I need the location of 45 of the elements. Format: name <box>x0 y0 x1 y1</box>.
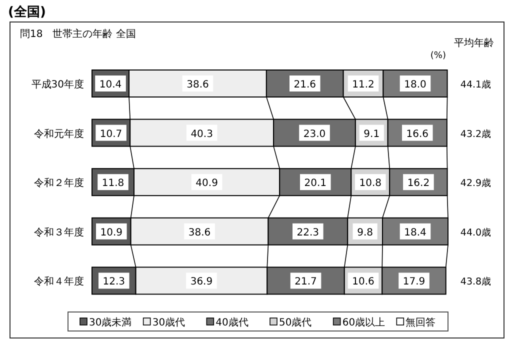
data-label: 21.6 <box>294 80 316 90</box>
y-tick-label: 令和３年度 <box>34 226 84 238</box>
data-label: 40.3 <box>190 128 213 140</box>
data-label: 11.2 <box>352 80 374 90</box>
data-label: 21.7 <box>294 276 317 288</box>
data-label: 40.9 <box>196 178 218 190</box>
legend-label: 無回答 <box>406 316 436 328</box>
text: 44.1歳 <box>460 78 492 90</box>
chart-subtitle: 問18 世帯主の年齢 全国 <box>20 28 136 40</box>
text: 43.8歳 <box>460 276 492 288</box>
legend-label: 30歳未満 <box>89 316 132 328</box>
text: 42.9歳 <box>460 177 492 190</box>
data-label: 12.3 <box>102 276 126 288</box>
legend-label: 50歳代 <box>279 316 312 328</box>
data-label: 22.3 <box>296 227 320 238</box>
legend-label: 60歳以上 <box>342 316 386 328</box>
data-label: 38.6 <box>186 80 209 90</box>
y-tick-label: 令和２年度 <box>34 177 84 190</box>
data-label: 36.9 <box>190 276 213 288</box>
data-label: 9.1 <box>364 128 380 140</box>
y-tick-label: 令和４年度 <box>34 276 84 288</box>
data-label: 10.4 <box>99 80 122 90</box>
data-label: 18.0 <box>404 80 426 90</box>
data-label: 38.6 <box>188 227 211 238</box>
data-label: 10.8 <box>359 178 382 190</box>
text: 43.2歳 <box>460 128 492 140</box>
legend-label: 30歳代 <box>152 316 186 328</box>
data-label: 23.0 <box>303 128 326 140</box>
legend-label: 40歳代 <box>216 316 248 328</box>
chart-title: (全国) <box>8 5 46 20</box>
y-tick-label: 平成30年度 <box>31 78 84 90</box>
text: 44.0歳 <box>460 226 492 238</box>
data-label: 16.2 <box>407 178 430 190</box>
y-tick-label: 令和元年度 <box>34 128 84 140</box>
text: 平均年齢 <box>454 37 494 49</box>
data-label: 11.8 <box>102 178 124 190</box>
data-label: 18.4 <box>404 227 426 238</box>
data-label: 10.7 <box>100 128 122 140</box>
annotation: (%) <box>430 51 446 61</box>
data-label: 17.9 <box>402 276 426 288</box>
data-label: 9.8 <box>357 227 374 238</box>
data-label: 10.9 <box>100 227 123 238</box>
data-label: 20.1 <box>304 178 327 190</box>
data-label: 10.6 <box>352 276 374 288</box>
data-label: 16.6 <box>406 128 429 140</box>
